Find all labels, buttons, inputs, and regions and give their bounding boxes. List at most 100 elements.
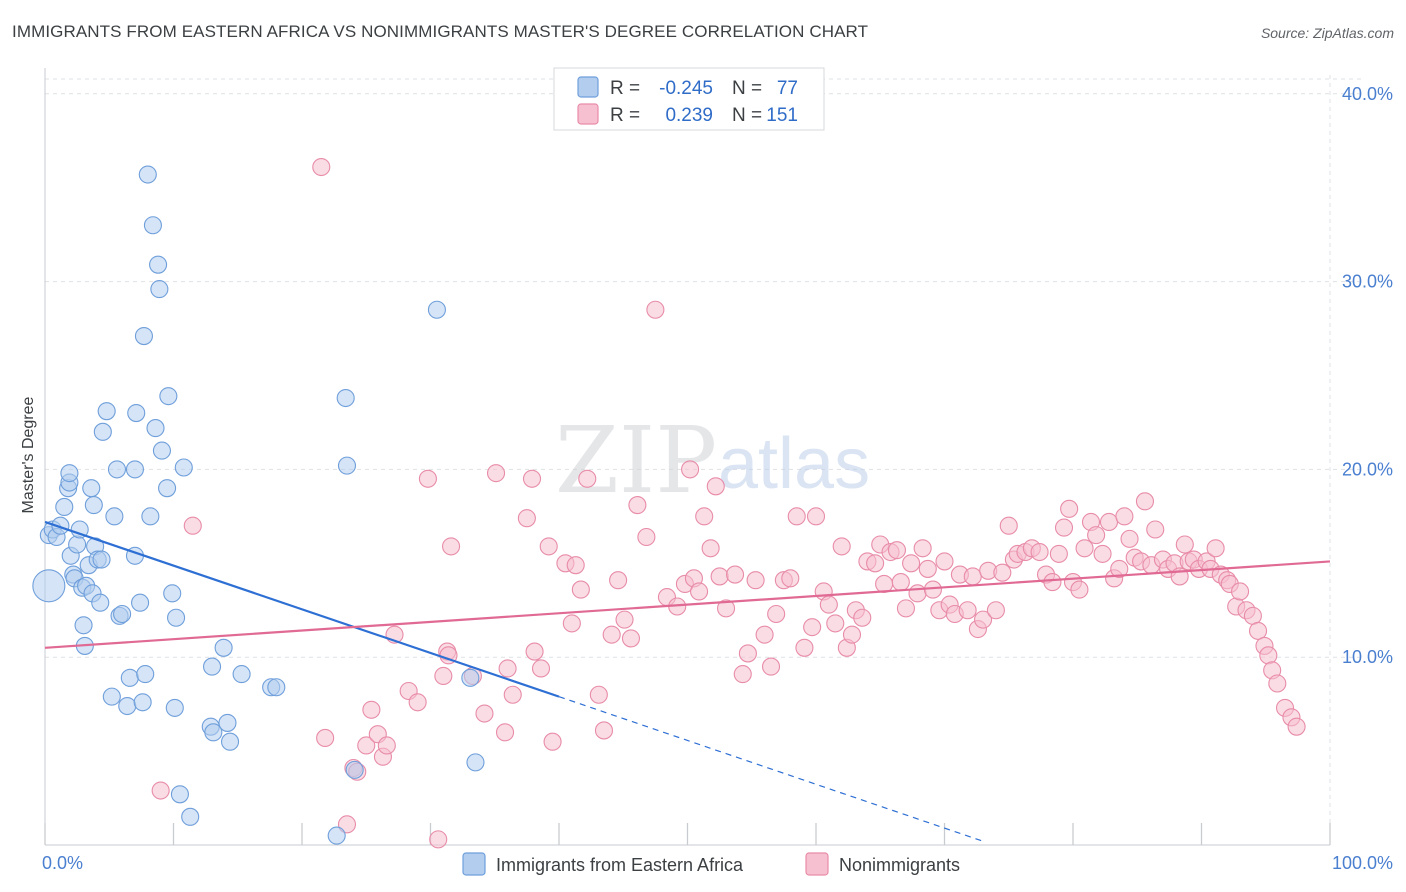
blue-point xyxy=(92,550,111,569)
axes xyxy=(44,68,1331,846)
pink-point xyxy=(1030,542,1049,562)
pink-point xyxy=(1099,512,1119,532)
blue-point xyxy=(218,713,237,732)
pink-point xyxy=(826,614,845,633)
pink-point xyxy=(531,659,551,678)
blue-point xyxy=(152,441,171,460)
pink-point xyxy=(695,507,714,526)
pink-point xyxy=(522,469,542,488)
pink-point xyxy=(434,666,453,686)
pink-point xyxy=(312,157,331,177)
pink-point xyxy=(1243,606,1262,625)
blue-point xyxy=(336,388,355,408)
series-swatch-blue xyxy=(462,852,486,876)
pink-point xyxy=(725,565,745,584)
pink-point xyxy=(866,554,885,573)
legend-n-value: 151 xyxy=(766,105,798,126)
blue-point xyxy=(203,657,222,676)
pink-point xyxy=(1287,717,1306,736)
pink-point xyxy=(918,559,937,578)
pink-point xyxy=(681,460,700,479)
legend-r-value: 0.239 xyxy=(665,105,713,126)
pink-point xyxy=(701,539,720,558)
chart-source: Source: ZipAtlas.com xyxy=(1260,25,1394,41)
pink-point xyxy=(589,685,608,704)
blue-point xyxy=(82,479,101,498)
pink-point xyxy=(958,601,977,620)
pink-point xyxy=(896,599,916,618)
pink-point xyxy=(1075,539,1094,558)
pink-point xyxy=(316,728,335,748)
pink-point xyxy=(1093,544,1112,563)
y-tick-label: 10.0% xyxy=(1342,647,1393,667)
pink-point xyxy=(706,477,725,496)
pink-point xyxy=(1054,518,1074,537)
blue-point xyxy=(345,760,364,779)
blue-point xyxy=(102,687,121,706)
watermark: ZIP atlas xyxy=(555,407,870,514)
pink-point xyxy=(755,625,774,644)
blue-point xyxy=(131,593,150,612)
pink-point xyxy=(710,567,729,586)
legend-n-value: 77 xyxy=(777,78,798,99)
blue-point xyxy=(214,638,233,657)
pink-point xyxy=(1120,529,1139,548)
pink-point xyxy=(1110,559,1129,578)
pink-point xyxy=(902,554,921,573)
blue-point xyxy=(461,668,480,687)
pink-point xyxy=(913,539,932,558)
pink-point xyxy=(1049,544,1068,563)
pink-point xyxy=(628,496,647,515)
blue-point xyxy=(105,507,124,526)
trend-line-immigrants xyxy=(44,520,560,698)
pink-point xyxy=(1175,535,1194,554)
blue-point xyxy=(133,693,152,712)
series-label-immigrants: Immigrants from Eastern Africa xyxy=(496,855,744,875)
legend-swatch-blue xyxy=(577,76,599,98)
pink-point xyxy=(503,685,522,704)
pink-point xyxy=(621,629,641,648)
pink-point xyxy=(486,464,506,483)
blue-point xyxy=(70,520,89,539)
blue-point xyxy=(84,496,103,515)
pink-point xyxy=(787,507,806,526)
pink-point xyxy=(1248,621,1268,640)
pink-point xyxy=(151,781,170,800)
blue-point xyxy=(141,507,160,526)
legend-n-label: N = xyxy=(732,78,762,99)
y-tick-label: 40.0% xyxy=(1342,84,1393,104)
pink-point xyxy=(571,580,590,599)
blue-point xyxy=(134,326,153,346)
blue-point xyxy=(181,807,200,826)
pink-point xyxy=(357,736,376,755)
blue-point xyxy=(32,569,66,603)
pink-point xyxy=(1087,526,1106,545)
pink-point xyxy=(1060,499,1079,518)
pink-point xyxy=(738,644,757,663)
pink-point xyxy=(525,642,544,661)
blue-point xyxy=(150,280,169,299)
pink-point xyxy=(408,693,427,712)
pink-point xyxy=(887,541,907,560)
pink-point xyxy=(891,573,910,592)
series-swatch-pink xyxy=(805,852,829,876)
blue-point xyxy=(118,696,137,716)
pink-point xyxy=(498,659,517,678)
blue-point xyxy=(55,497,74,517)
blue-point xyxy=(158,479,177,498)
blue-point xyxy=(146,419,165,438)
pink-point xyxy=(429,830,448,849)
blue-point xyxy=(159,387,178,406)
blue-point xyxy=(167,608,186,627)
blue-point xyxy=(165,698,184,717)
grid-lines xyxy=(45,75,1365,845)
blue-point xyxy=(107,460,127,479)
correlation-legend: R = -0.245 N = 77 R = 0.239 N = 151 xyxy=(553,67,825,131)
pink-point xyxy=(716,599,736,618)
pink-point xyxy=(1115,507,1134,526)
pink-point xyxy=(646,300,665,319)
y-tick-label: 30.0% xyxy=(1342,272,1393,292)
x-tick-label: 100.0% xyxy=(1332,853,1393,873)
pink-point xyxy=(539,537,558,556)
